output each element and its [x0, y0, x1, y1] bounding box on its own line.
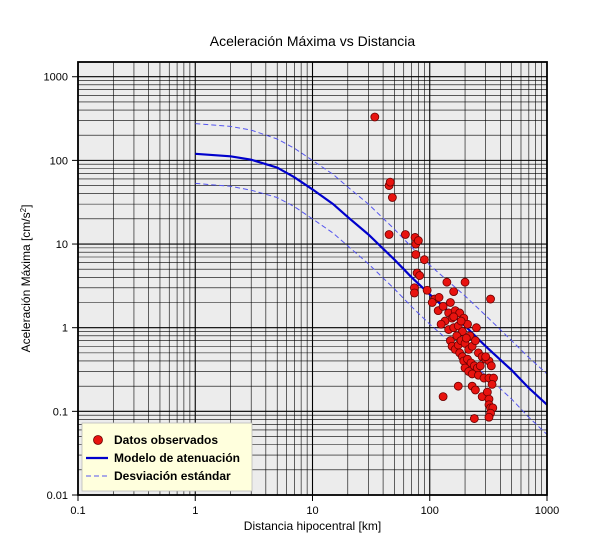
chart-title: Aceleración Máxima vs Distancia: [210, 33, 416, 49]
data-point: [422, 285, 432, 295]
y-tick-label: 0.1: [53, 406, 68, 418]
data-point: [482, 387, 492, 397]
data-point: [387, 193, 397, 202]
y-tick-label: 1: [62, 323, 68, 335]
data-point: [449, 287, 459, 297]
x-tick-label: 1000: [535, 505, 559, 517]
data-point: [434, 293, 444, 302]
series-layer: [195, 112, 548, 435]
deviation-upper-line: [195, 123, 548, 375]
data-point: [456, 316, 466, 326]
data-point: [436, 319, 446, 329]
x-tick-label: 10: [306, 505, 318, 517]
legend-label-desviacion-estandar: Desviación estándar: [114, 469, 231, 483]
y-axis-label: Aceleración Máxima [cm/s2]: [19, 205, 34, 353]
y-tick-label: 0.01: [47, 490, 68, 502]
data-point: [475, 361, 485, 371]
y-tick-label: 1000: [44, 72, 68, 84]
data-point: [401, 230, 410, 239]
data-point: [460, 277, 470, 287]
data-point: [470, 336, 480, 346]
legend-box: [81, 422, 253, 492]
data-point: [384, 230, 394, 239]
data-point: [469, 414, 479, 423]
y-axis-label-main: Aceleración Máxima [cm/s: [19, 212, 33, 352]
data-point: [472, 323, 481, 333]
data-point: [470, 385, 480, 395]
data-point: [427, 298, 437, 307]
data-point: [419, 255, 429, 265]
legend-marker-datos-observados: [93, 435, 103, 445]
tick-marks: [72, 76, 548, 501]
x-tick-label: 1: [192, 505, 198, 517]
data-point: [442, 277, 452, 287]
y-tick-label: 10: [56, 239, 68, 251]
data-point: [410, 288, 419, 298]
data-point: [438, 392, 448, 402]
grid: [77, 62, 547, 496]
data-point: [411, 250, 421, 259]
y-axis-label-end: ]: [19, 205, 33, 208]
x-tick-label: 0.1: [70, 505, 85, 517]
data-point: [415, 271, 425, 280]
attenuation-model-line: [195, 152, 548, 406]
data-point: [413, 236, 423, 245]
data-point: [453, 381, 463, 391]
legend-label-modelo-atenuacion: Modelo de atenuación: [114, 451, 240, 465]
data-point: [484, 412, 494, 422]
data-point: [486, 361, 496, 371]
data-point: [370, 112, 380, 122]
legend-label-datos-observados: Datos observados: [114, 433, 218, 447]
data-point: [449, 312, 459, 322]
data-point: [486, 294, 495, 304]
y-tick-label: 100: [50, 155, 68, 167]
y-axis-label-superscript: 2: [19, 207, 28, 212]
data-point: [445, 298, 455, 307]
data-point: [481, 352, 491, 362]
legend: Datos observados Modelo de atenuación De…: [81, 422, 253, 492]
x-tick-label: 100: [421, 505, 439, 517]
data-point: [385, 177, 395, 187]
data-point: [461, 333, 471, 343]
data-point: [487, 379, 497, 389]
data-point: [438, 301, 448, 311]
x-axis-label: Distancia hipocentral [km]: [244, 519, 381, 533]
